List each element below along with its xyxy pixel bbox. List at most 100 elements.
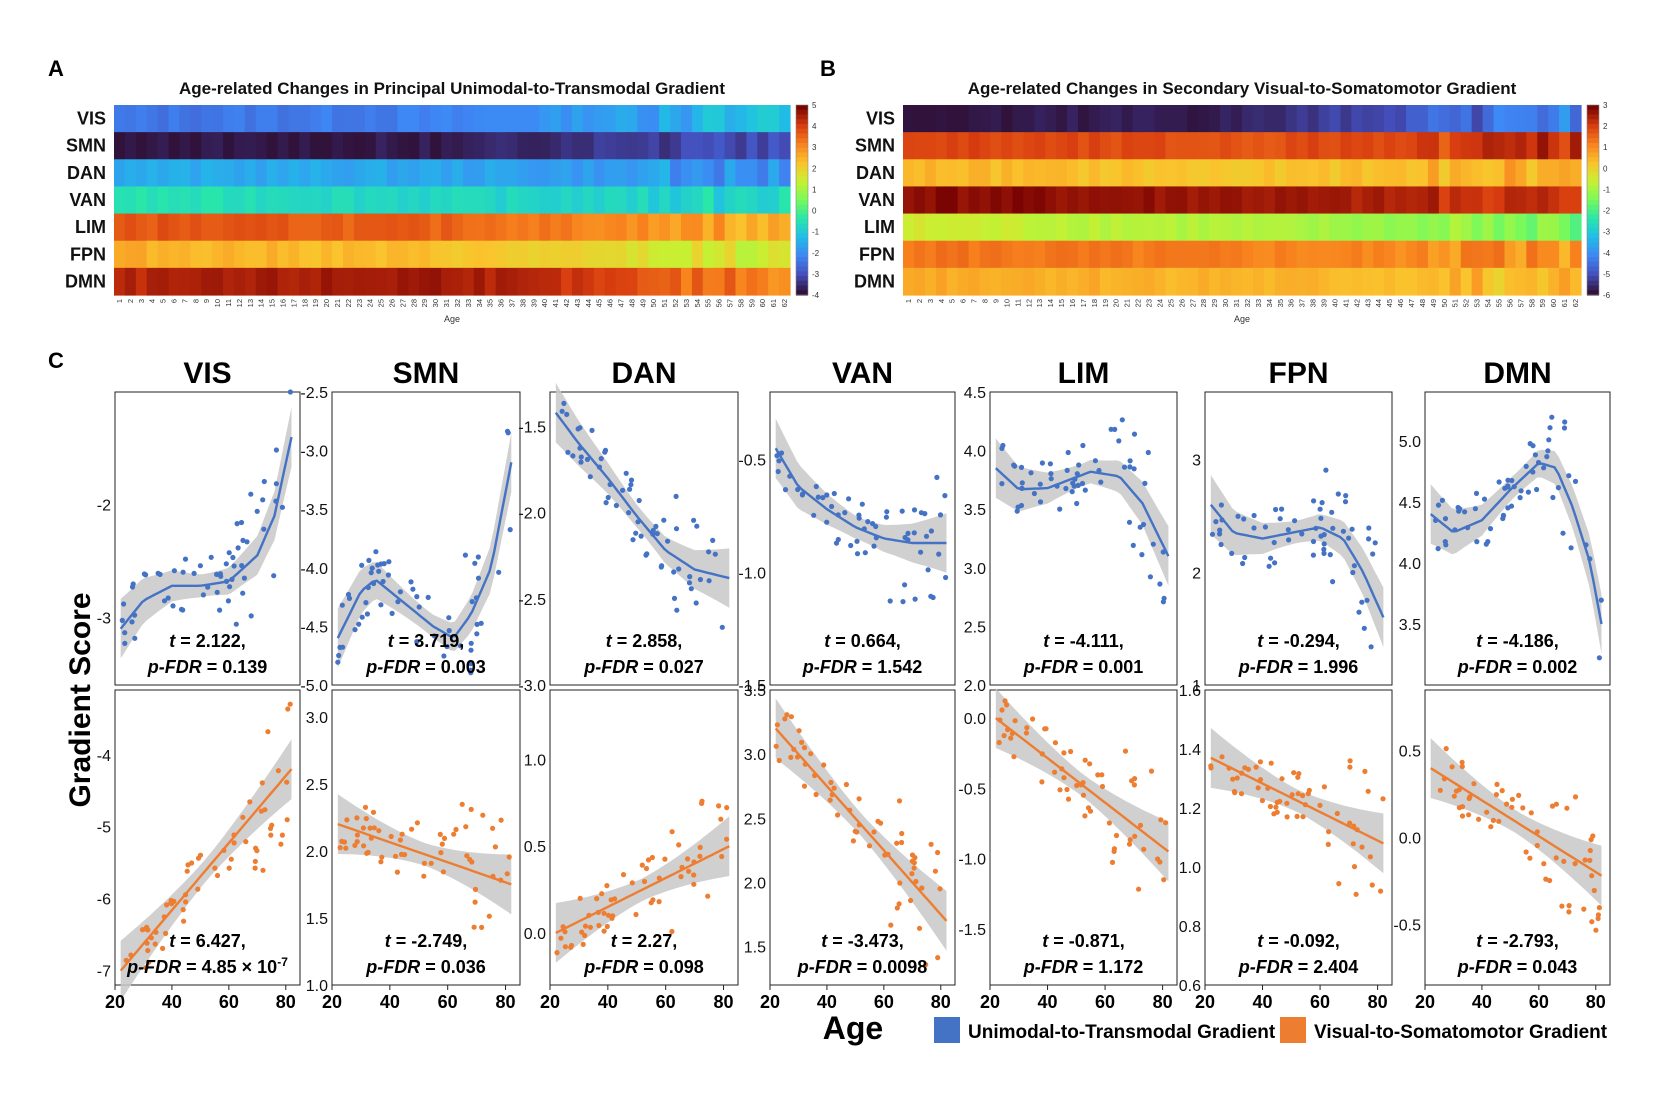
heatmap-cell bbox=[1373, 186, 1385, 215]
t-symbol: t bbox=[1043, 631, 1050, 651]
data-point bbox=[1317, 802, 1323, 809]
colorbar-segment bbox=[796, 128, 808, 135]
data-point bbox=[146, 959, 152, 965]
heatmap-cell bbox=[913, 213, 926, 242]
heatmap-row-label: DMN bbox=[854, 271, 895, 291]
heatmap-cell bbox=[1231, 159, 1243, 188]
data-point bbox=[578, 459, 584, 465]
heatmap-cell bbox=[1143, 186, 1156, 215]
heatmap-cell bbox=[1088, 159, 1101, 188]
heatmap-cell bbox=[648, 105, 660, 133]
heatmap-x-tick: 26 bbox=[388, 299, 397, 307]
heatmap-cell bbox=[168, 240, 181, 269]
data-point bbox=[275, 768, 281, 774]
data-point bbox=[378, 561, 384, 567]
heatmap-cell bbox=[288, 213, 300, 242]
heatmap-cell bbox=[441, 267, 453, 296]
colorbar-segment bbox=[1587, 119, 1599, 125]
data-point bbox=[446, 615, 452, 621]
data-point bbox=[821, 762, 827, 768]
data-point bbox=[244, 539, 250, 545]
data-point bbox=[1061, 775, 1067, 781]
heatmap-cell bbox=[397, 267, 409, 296]
colorbar-segment bbox=[796, 176, 808, 182]
heatmap-cell bbox=[1209, 186, 1221, 215]
heatmap-cell bbox=[946, 132, 959, 160]
t-statistic: t = 3.719, bbox=[388, 631, 465, 651]
data-point bbox=[285, 706, 291, 712]
panel-letter-c: C bbox=[48, 348, 64, 373]
data-point bbox=[850, 838, 857, 844]
data-point bbox=[346, 595, 353, 602]
heatmap-cell bbox=[135, 240, 148, 269]
heatmap-cell bbox=[1427, 213, 1440, 242]
heatmap-cell bbox=[1570, 240, 1582, 269]
heatmap-cell bbox=[321, 159, 333, 188]
x-tick-label: 40 bbox=[162, 992, 182, 1012]
data-point bbox=[662, 856, 668, 862]
data-point bbox=[243, 839, 249, 845]
data-point bbox=[1148, 768, 1155, 774]
p-fdr-value: p-FDR = 0.027 bbox=[583, 657, 704, 677]
heatmap-cell bbox=[724, 186, 737, 215]
data-point bbox=[1319, 500, 1325, 506]
heatmap-cell bbox=[1187, 267, 1199, 296]
data-point bbox=[925, 567, 931, 573]
data-point bbox=[1284, 814, 1290, 820]
data-point bbox=[1351, 864, 1358, 870]
heatmap-cell bbox=[946, 240, 959, 269]
heatmap-cell bbox=[561, 186, 573, 215]
data-point bbox=[1541, 861, 1547, 867]
data-point bbox=[1057, 787, 1063, 793]
data-point bbox=[386, 559, 392, 565]
data-point bbox=[1435, 546, 1441, 552]
heatmap-cell bbox=[1110, 213, 1123, 242]
heatmap-cell bbox=[299, 240, 311, 269]
heatmap-cell bbox=[430, 186, 442, 215]
heatmap-x-tick: 39 bbox=[1320, 299, 1329, 307]
data-point bbox=[129, 619, 135, 625]
heatmap-cell bbox=[1438, 159, 1451, 188]
t-equals: = bbox=[617, 931, 638, 951]
heatmap-cell bbox=[1143, 213, 1156, 242]
heatmap-x-tick: 19 bbox=[311, 299, 320, 307]
heatmap-cell bbox=[146, 240, 159, 269]
heatmap-cell bbox=[946, 105, 959, 133]
data-point bbox=[343, 845, 349, 851]
heatmap-cell bbox=[539, 186, 551, 215]
heatmap-cell bbox=[1559, 213, 1571, 242]
data-point bbox=[1591, 887, 1597, 894]
colorbar-segment bbox=[796, 214, 808, 220]
data-point bbox=[366, 557, 372, 564]
data-point bbox=[659, 563, 665, 569]
data-point bbox=[633, 530, 639, 536]
heatmap-cell bbox=[1274, 240, 1287, 269]
heatmap-cell bbox=[1285, 240, 1298, 269]
t-statistic: t = -4.111, bbox=[1043, 631, 1124, 651]
heatmap-cell bbox=[968, 159, 981, 188]
heatmap-cell bbox=[244, 105, 257, 133]
data-point bbox=[360, 825, 366, 831]
data-point bbox=[200, 592, 206, 598]
heatmap-cell bbox=[768, 159, 780, 188]
heatmap-cell bbox=[713, 267, 726, 296]
heatmap-cell bbox=[212, 132, 224, 160]
data-point bbox=[824, 492, 830, 498]
heatmap-cell bbox=[979, 105, 992, 133]
heatmap-cell bbox=[299, 213, 311, 242]
t-equals: = bbox=[391, 931, 412, 951]
data-point bbox=[909, 852, 916, 858]
heatmap-cell bbox=[473, 159, 486, 188]
heatmap-cell bbox=[135, 105, 148, 133]
heatmap-cell bbox=[1187, 159, 1199, 188]
heatmap-x-tick: 29 bbox=[1210, 299, 1219, 307]
data-point bbox=[719, 853, 725, 860]
heatmap-cell bbox=[1285, 267, 1298, 296]
data-point bbox=[1126, 519, 1133, 525]
data-point bbox=[1061, 750, 1067, 756]
heatmap-cell bbox=[124, 186, 137, 215]
data-point bbox=[1555, 485, 1561, 491]
p-fdr-value: p-FDR = 0.043 bbox=[1457, 957, 1578, 977]
data-point bbox=[1277, 516, 1283, 522]
heatmap-cell bbox=[1493, 159, 1506, 188]
